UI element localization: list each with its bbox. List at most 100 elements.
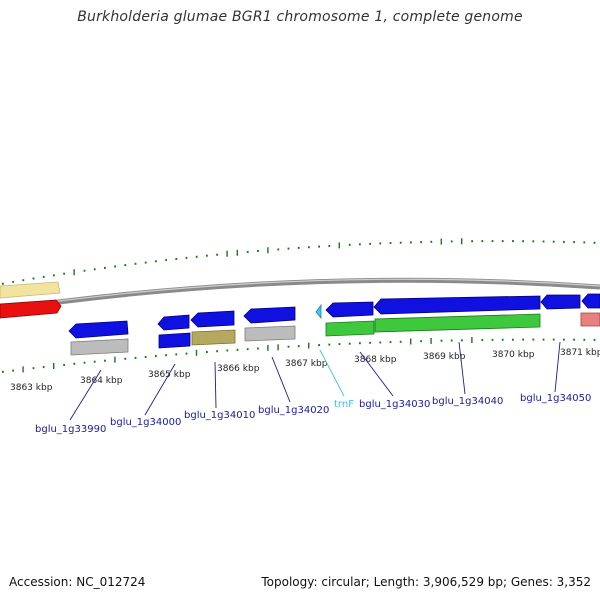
gene-arrow-bglu-1g34020 [243,306,296,324]
accession-label: Accession: NC_012724 [9,575,146,589]
gene-label-bglu-1g34030[interactable]: bglu_1g34030 [359,399,430,410]
gc-tick [73,269,75,276]
gc-tick [155,260,157,263]
gene-label-bglu-1g34050[interactable]: bglu_1g34050 [520,393,591,404]
gc-tick [277,344,279,351]
scale-ticks: 3863 kbp 3864 kbp 3865 kbp 3866 kbp 3867… [10,348,600,393]
gc-tick [236,348,239,351]
gc-tick [175,258,178,260]
gene-label-bglu-1g33990[interactable]: bglu_1g33990 [35,424,106,435]
gc-tick [583,338,586,341]
gene-label-bglu-1g34020[interactable]: bglu_1g34020 [258,405,329,416]
gc-tick [246,250,249,253]
genome-summary-label: Topology: circular; Length: 3,906,529 bp… [261,575,591,589]
callout-line [319,349,345,397]
scale-tick-label: 3869 kbp [423,352,466,362]
gc-tick [277,248,280,251]
gc-tick [532,338,535,341]
gc-tick [552,240,555,243]
gc-tick [206,351,208,353]
gc-tick [593,241,596,244]
gc-tick [573,338,575,341]
gc-tick [124,357,127,360]
gc-tick [104,266,106,269]
gene-label-bglu-1g34010[interactable]: bglu_1g34010 [184,410,255,421]
gene-label-bglu-1g34040[interactable]: bglu_1g34040 [432,396,503,407]
gc-tick [359,243,361,246]
gc-tick [257,347,259,350]
gc-tick [450,240,453,243]
gc-tick [175,353,178,356]
gc-tick [338,343,341,346]
gc-tick [165,259,167,262]
map-title: Burkholderia glumae BGR1 chromosome 1, c… [77,9,523,25]
gc-tick [563,240,565,243]
gc-tick [144,356,147,358]
scale-tick-label: 3870 kbp [492,350,535,360]
gc-tick [2,282,4,285]
gc-tick [563,338,565,341]
gc-tick [257,250,259,252]
gc-tick [491,338,494,341]
gc-tick [379,341,382,344]
gc-tick [42,275,45,278]
gc-tick [338,242,340,249]
gc-tick [12,280,14,283]
gc-tick [2,370,4,373]
gc-tick [512,240,514,243]
gene-arrow-bglu-1g34010a [190,310,235,328]
gc-tick [134,262,137,265]
gc-tick [420,241,422,244]
gc-tick [83,269,86,272]
gc-tick [216,350,218,353]
gc-tick [22,366,24,373]
gc-tick [155,355,157,358]
gc-tick [195,349,198,356]
gc-tick [12,369,14,372]
callout-line [359,351,394,397]
gc-skew-track-lower [2,337,596,373]
gene-features [0,281,600,356]
gc-tick [542,338,545,341]
gene-arrow-pale [0,281,61,299]
gc-tick [246,348,249,351]
gc-tick [93,268,96,271]
gc-tick [134,356,137,359]
gc-tick [206,254,208,257]
gc-tick [481,339,484,341]
gc-tick [593,338,596,341]
gene-bar-green-2 [374,313,541,333]
callout-line [69,369,102,421]
gc-tick [440,339,443,342]
gene-labels: bglu_1g33990 bglu_1g34000 bglu_1g34010 b… [35,393,591,435]
gc-tick [450,339,453,342]
gc-tick [318,344,320,347]
gc-tick [461,339,463,342]
gc-skew-track-upper [2,238,596,285]
gene-bar-blue-2 [158,332,191,349]
gc-tick [399,241,402,244]
gc-tick [369,242,371,245]
scale-tick-label: 3864 kbp [80,376,123,386]
gene-bar-pink [580,312,600,327]
gc-tick [328,343,331,346]
gc-tick [114,265,116,268]
gene-arrow-right-edge [581,293,600,309]
gene-label-trnf[interactable]: trnF [334,399,354,410]
callout-line [458,341,466,395]
gc-tick [501,240,504,243]
gc-tick [144,261,147,264]
gene-arrow-trnf [315,303,322,320]
gc-tick [114,356,116,363]
gene-arrow-bglu-1g34050 [540,294,581,310]
gc-tick [430,240,433,243]
gene-label-bglu-1g34000[interactable]: bglu_1g34000 [110,417,181,428]
gc-tick [308,246,310,249]
gene-bar-olive [191,329,236,346]
scale-tick-label: 3868 kbp [354,355,397,365]
gc-tick [583,241,586,244]
gc-tick [297,345,300,348]
gc-tick [420,340,422,343]
gc-tick [287,247,290,250]
gc-tick [287,345,290,348]
